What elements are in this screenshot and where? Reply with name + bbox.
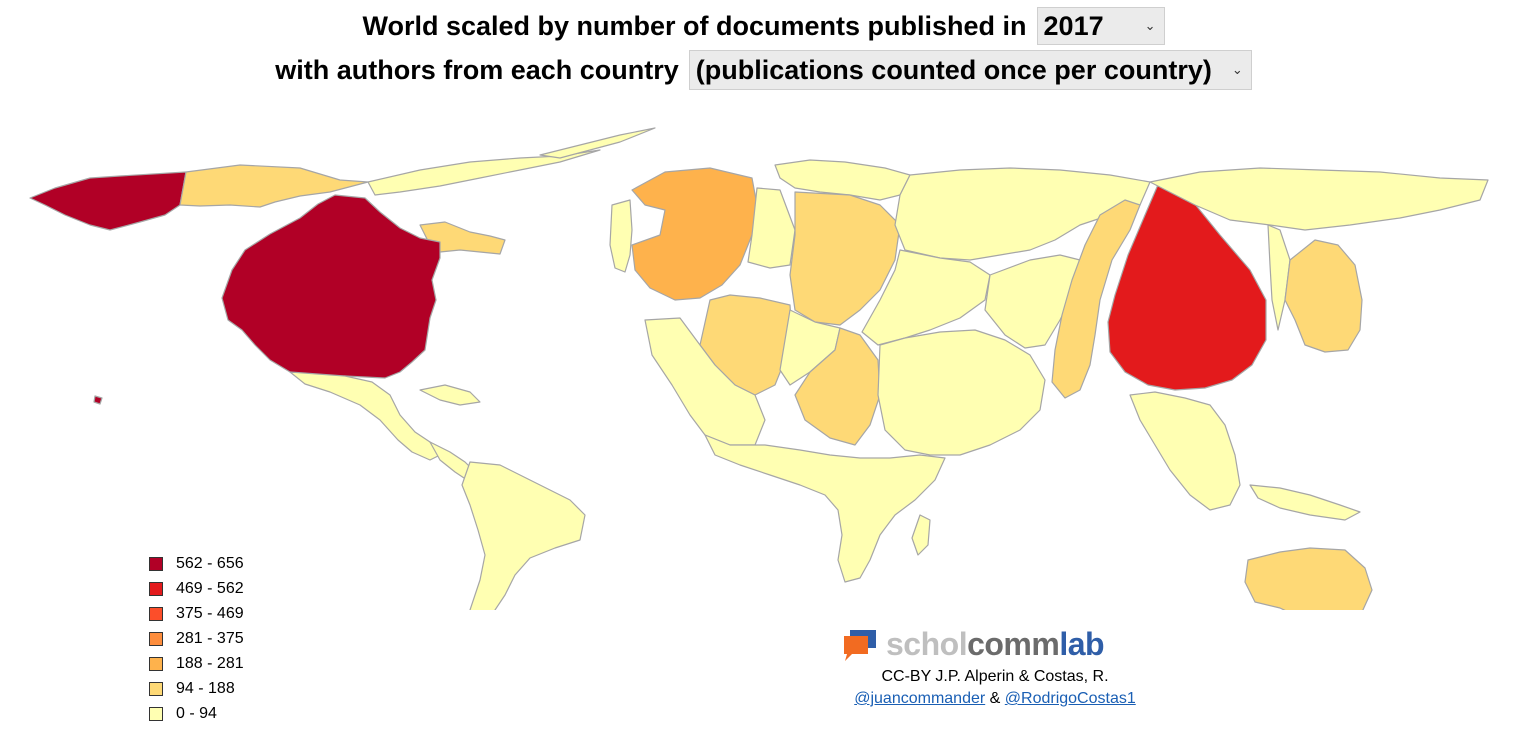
region-germany[interactable]: [789, 191, 901, 326]
region-russia[interactable]: [894, 167, 1151, 261]
cartogram-map: [29, 127, 1489, 610]
author-links: @juancommander & @RodrigoCostas1: [820, 688, 1170, 710]
legend-swatch: [149, 681, 163, 696]
region-japan[interactable]: [1284, 239, 1363, 353]
count-mode-select-value: (publications counted once per country): [695, 54, 1212, 85]
twitter-link-rodrigocostas[interactable]: @RodrigoCostas1: [1004, 690, 1136, 707]
region-caribbean[interactable]: [419, 384, 481, 406]
legend-label: 375 - 469: [176, 604, 244, 622]
logo-text-part-2: comm: [967, 626, 1060, 662]
title-text-2: with authors from each country: [275, 54, 679, 85]
logo-text-part-3: lab: [1059, 626, 1105, 662]
legend-label: 0 - 94: [176, 704, 217, 722]
map-legend: 562 - 656 469 - 562 375 - 469 281 - 375 …: [149, 551, 244, 726]
region-nordics[interactable]: [774, 159, 911, 201]
speech-bubbles-icon: [844, 629, 876, 661]
region-china[interactable]: [1107, 179, 1267, 391]
scholcommlab-logo[interactable]: scholcommlab: [842, 626, 1105, 663]
region-middle-east[interactable]: [877, 329, 1046, 456]
region-africa[interactable]: [704, 434, 946, 583]
logo-text: scholcommlab: [886, 626, 1105, 663]
legend-label: 94 - 188: [176, 679, 235, 697]
title-line-1: World scaled by number of documents publ…: [0, 6, 1527, 46]
region-alaska[interactable]: [29, 171, 187, 231]
region-indonesia[interactable]: [1249, 484, 1361, 521]
region-madagascar[interactable]: [911, 514, 931, 556]
region-south-america[interactable]: [458, 461, 586, 610]
region-canada[interactable]: [179, 164, 369, 208]
legend-swatch: [149, 556, 163, 571]
legend-swatch: [149, 631, 163, 646]
count-mode-select[interactable]: (publications counted once per country) …: [688, 50, 1252, 90]
legend-swatch: [149, 656, 163, 671]
legend-item: 469 - 562: [149, 576, 244, 601]
region-mexico[interactable]: [289, 371, 441, 461]
region-korea[interactable]: [1267, 224, 1291, 331]
legend-item: 0 - 94: [149, 701, 244, 726]
logo-text-part-1: schol: [886, 626, 968, 662]
twitter-link-juancommander[interactable]: @juancommander: [854, 690, 986, 707]
license-text: CC-BY J.P. Alperin & Costas, R.: [881, 668, 1109, 685]
region-italy[interactable]: [794, 327, 881, 446]
legend-item: 281 - 375: [149, 626, 244, 651]
year-select[interactable]: 2017 ⌄: [1036, 7, 1165, 45]
credit-block: CC-BY J.P. Alperin & Costas, R. @juancom…: [820, 666, 1170, 710]
region-arctic-islands[interactable]: [367, 149, 601, 196]
legend-item: 375 - 469: [149, 601, 244, 626]
region-australia[interactable]: [1244, 547, 1373, 610]
legend-label: 281 - 375: [176, 629, 244, 647]
region-southeast-asia[interactable]: [1129, 391, 1241, 511]
region-usa[interactable]: [221, 194, 441, 381]
year-select-value: 2017: [1043, 10, 1104, 41]
title-line-2: with authors from each country (publicat…: [0, 50, 1527, 90]
legend-item: 562 - 656: [149, 551, 244, 576]
region-united-kingdom[interactable]: [631, 167, 758, 301]
legend-label: 469 - 562: [176, 579, 244, 597]
ampersand: &: [989, 690, 1001, 707]
region-benelux[interactable]: [747, 187, 796, 269]
region-greenland[interactable]: [539, 127, 656, 159]
region-russia-east[interactable]: [1149, 167, 1489, 231]
region-central-asia[interactable]: [984, 254, 1081, 349]
legend-label: 188 - 281: [176, 654, 244, 672]
legend-swatch: [149, 606, 163, 621]
region-hawaii[interactable]: [93, 395, 103, 405]
legend-swatch: [149, 706, 163, 721]
region-iceland[interactable]: [609, 199, 633, 273]
region-india[interactable]: [1051, 199, 1141, 399]
region-iberia[interactable]: [644, 317, 766, 446]
orange-bubble-shape: [844, 635, 868, 661]
legend-item: 94 - 188: [149, 676, 244, 701]
chevron-down-icon: ⌄: [1231, 62, 1243, 77]
legend-item: 188 - 281: [149, 651, 244, 676]
region-eastern-europe[interactable]: [861, 249, 991, 346]
title-text-1: World scaled by number of documents publ…: [362, 10, 1027, 41]
legend-swatch: [149, 581, 163, 596]
chevron-down-icon: ⌄: [1144, 18, 1156, 33]
legend-label: 562 - 656: [176, 554, 244, 572]
